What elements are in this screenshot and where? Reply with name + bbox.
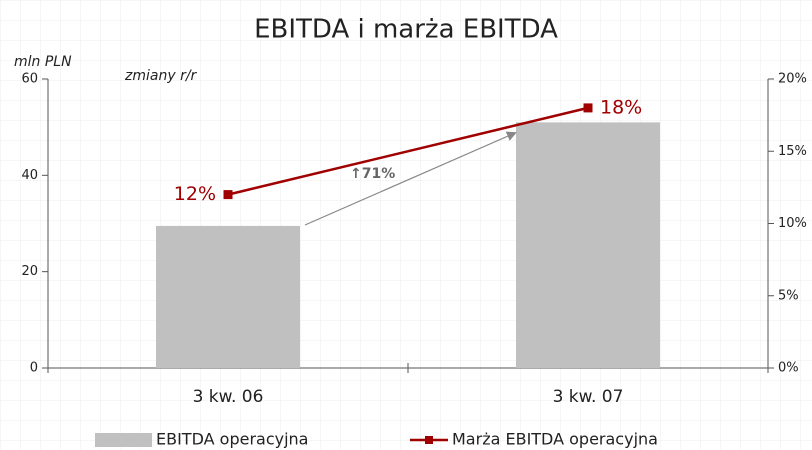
line-marker	[583, 103, 593, 113]
x-tick-label: 3 kw. 07	[553, 387, 624, 407]
annotation: zmiany r/r	[124, 68, 198, 84]
y2-tick-label: 20%	[778, 72, 807, 87]
y2-tick-label: 10%	[778, 216, 807, 231]
plot: 0 20 40 60 0% 5% 10% 15% 20% 3 kw. 06 3 kw. 07 12% 1…	[21, 72, 806, 449]
chart-title: EBITDA i marża EBITDA	[254, 15, 558, 45]
growth-arrow	[304, 131, 517, 226]
legend-swatch	[95, 433, 152, 447]
line-marker	[223, 190, 233, 200]
x-tick-label: 3 kw. 06	[193, 387, 264, 407]
legend-label: Marża EBITDA operacyjna	[452, 430, 658, 449]
y-tick-label: 0	[30, 361, 38, 376]
y-tick-label: 60	[21, 72, 38, 87]
legend-swatch-marker	[425, 436, 433, 444]
y-tick-label: 40	[21, 168, 38, 183]
bar	[156, 225, 300, 368]
y2-tick-label: 0%	[778, 361, 799, 376]
y2-tick-label: 15%	[778, 144, 807, 159]
legend-label: EBITDA operacyjna	[156, 430, 308, 449]
data-label: 12%	[174, 183, 216, 205]
y-axis-label: mln PLN	[14, 54, 72, 70]
data-label: 18%	[600, 96, 642, 118]
annotation: ↑71%	[350, 166, 395, 182]
line	[227, 106, 589, 196]
y-tick-label: 20	[21, 264, 38, 279]
bar	[516, 122, 660, 368]
y2-tick-label: 5%	[778, 288, 799, 303]
